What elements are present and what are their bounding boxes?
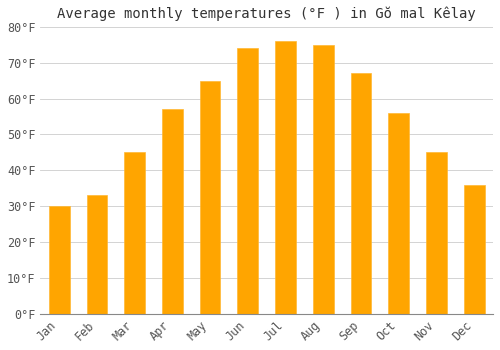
Bar xyxy=(464,185,484,314)
Bar xyxy=(313,45,334,314)
Bar xyxy=(49,206,70,314)
Bar xyxy=(426,152,447,314)
Bar xyxy=(162,109,182,314)
Bar xyxy=(350,74,372,314)
Bar xyxy=(388,113,409,314)
Title: Average monthly temperatures (°F ) in Gŏ mal Kêlay: Average monthly temperatures (°F ) in Gŏ… xyxy=(58,7,476,21)
Bar xyxy=(200,80,220,314)
Bar xyxy=(86,195,108,314)
Bar xyxy=(275,41,296,314)
Bar xyxy=(238,48,258,314)
Bar xyxy=(124,152,145,314)
